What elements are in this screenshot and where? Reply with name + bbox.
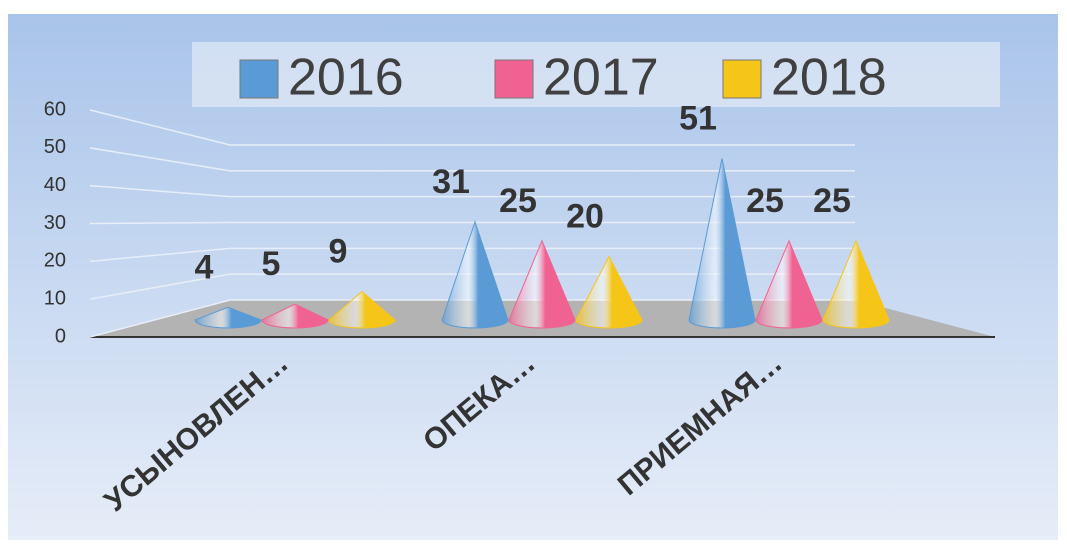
value-label: 25 xyxy=(813,182,851,220)
value-label: 20 xyxy=(566,198,604,236)
cone xyxy=(328,290,396,329)
cone xyxy=(755,239,823,329)
value-label: 25 xyxy=(746,182,784,220)
cone xyxy=(441,220,509,329)
legend-swatch xyxy=(722,59,762,99)
cone xyxy=(822,239,890,329)
legend-label: 2018 xyxy=(771,49,887,107)
y-tick-label: 30 xyxy=(44,212,66,234)
grid-line xyxy=(89,273,855,300)
value-label: 4 xyxy=(195,248,214,286)
cone xyxy=(508,239,576,329)
y-tick-label: 40 xyxy=(44,174,66,196)
cone xyxy=(261,303,329,329)
legend-swatch xyxy=(494,59,534,99)
y-tick-label: 20 xyxy=(44,250,66,272)
value-label: 25 xyxy=(499,182,537,220)
y-tick-label: 50 xyxy=(44,136,66,158)
grid-line xyxy=(89,221,855,225)
grid-line xyxy=(89,299,855,338)
legend-label: 2017 xyxy=(543,49,659,107)
cone xyxy=(194,306,262,329)
cone xyxy=(688,158,756,329)
cone xyxy=(575,255,643,329)
y-tick-label: 0 xyxy=(55,325,66,347)
legend-swatch xyxy=(239,59,279,99)
y-tick-label: 10 xyxy=(44,287,66,309)
grid-line xyxy=(89,247,855,263)
grid-line xyxy=(89,147,855,172)
grid-line xyxy=(89,184,855,198)
value-label: 51 xyxy=(679,99,717,137)
grid-line xyxy=(89,109,855,146)
y-tick-label: 60 xyxy=(44,98,66,120)
legend-label: 2016 xyxy=(288,49,404,107)
value-label: 5 xyxy=(262,245,281,283)
legend-box xyxy=(192,42,1000,107)
value-label: 9 xyxy=(329,232,348,270)
value-label: 31 xyxy=(432,163,470,201)
